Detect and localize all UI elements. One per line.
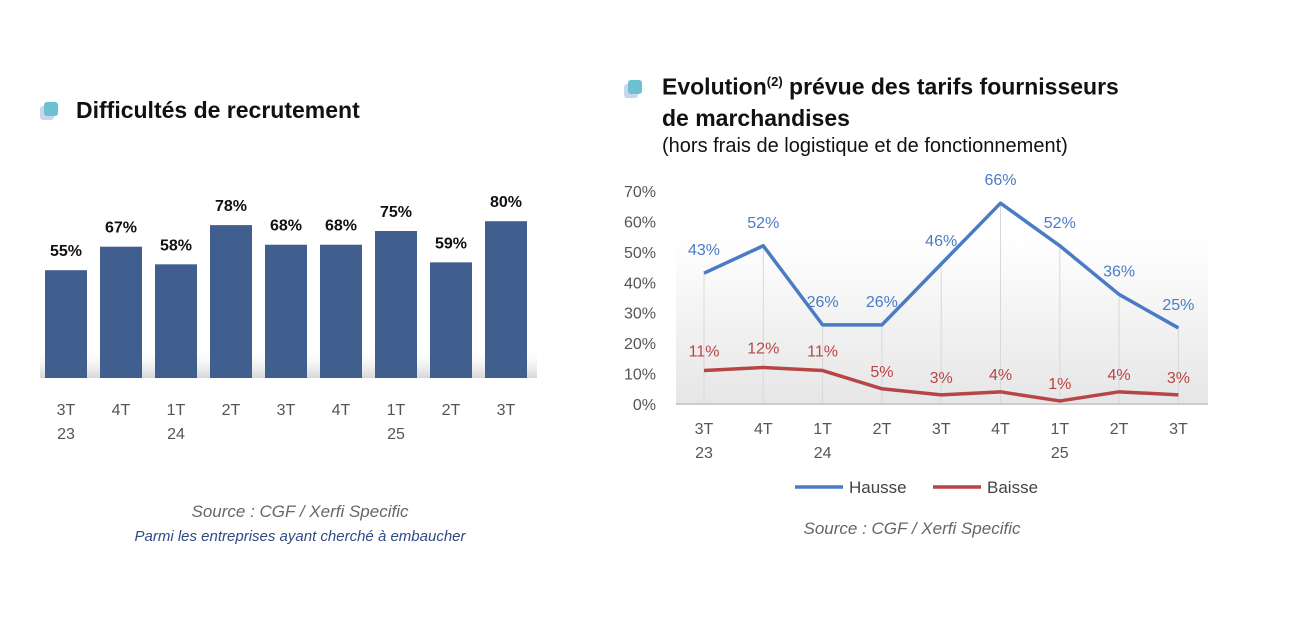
x-tick-label: 25 (387, 426, 405, 443)
legend-label: Baisse (987, 478, 1038, 497)
x-tick-label: 3T (57, 402, 76, 419)
data-label: 36% (1103, 263, 1135, 280)
data-label: 25% (1162, 297, 1194, 314)
bar (210, 225, 252, 378)
data-label: 68% (270, 218, 302, 235)
data-label: 3% (1167, 370, 1190, 387)
title-line2: de marchandises (662, 104, 850, 131)
x-tick-label: 3T (695, 421, 714, 438)
bar (265, 244, 307, 378)
data-label: 75% (380, 204, 412, 221)
data-label: 52% (747, 215, 779, 232)
data-label: 52% (1044, 215, 1076, 232)
data-label: 66% (984, 172, 1016, 189)
bar (320, 244, 362, 378)
title-footnote: (2) (766, 74, 783, 89)
data-label: 1% (1048, 376, 1071, 393)
y-tick-label: 10% (624, 367, 656, 384)
legend-label: Hausse (849, 478, 907, 497)
x-tick-label: 1T (167, 402, 186, 419)
data-label: 80% (490, 194, 522, 211)
data-label: 4% (989, 367, 1012, 384)
data-label: 4% (1108, 367, 1131, 384)
bar (155, 264, 197, 378)
bar (430, 262, 472, 378)
data-label: 55% (50, 243, 82, 260)
x-tick-label: 2T (442, 402, 461, 419)
y-tick-label: 30% (624, 306, 656, 323)
title-bullet-icon (44, 102, 58, 116)
bar-chart-source: Source : CGF / Xerfi Specific (191, 502, 409, 521)
line-chart-title: Evolution(2) prévue des tarifs fournisse… (662, 66, 1119, 134)
x-tick-label: 4T (332, 402, 351, 419)
x-tick-label: 3T (932, 421, 951, 438)
y-tick-label: 40% (624, 275, 656, 292)
data-label: 11% (689, 344, 720, 361)
line-chart-source: Source : CGF / Xerfi Specific (803, 519, 1021, 538)
x-tick-label: 23 (57, 426, 75, 443)
x-tick-label: 24 (167, 426, 185, 443)
title-bullet-icon (628, 80, 642, 94)
bar (375, 231, 417, 378)
series-line-hausse (703, 201, 1180, 330)
line-chart-subtitle: (hors frais de logistique et de fonction… (662, 135, 1068, 157)
data-label: 3% (930, 370, 953, 387)
bar-chart: 55% 3T 23 67% 4T 58% 1T 24 78% 2T 68% 3T 68% 4T 75% 1T 2… (40, 194, 537, 443)
series-line-baisse (703, 365, 1179, 403)
bar-chart-title: Difficultés de recrutement (76, 97, 360, 123)
title-rest: prévue des tarifs fournisseurs (782, 73, 1119, 100)
data-label: 59% (435, 235, 467, 252)
y-tick-label: 50% (624, 245, 656, 262)
x-tick-label: 4T (991, 421, 1010, 438)
data-label: 58% (160, 237, 192, 254)
data-label: 26% (866, 294, 898, 311)
bar-chart-note: Parmi les entreprises ayant cherché à em… (134, 528, 466, 545)
x-tick-label: 1T (813, 421, 832, 438)
x-tick-label: 4T (754, 421, 773, 438)
data-label: 5% (870, 364, 893, 381)
bar (485, 221, 527, 378)
data-label: 11% (807, 344, 838, 361)
x-tick-label: 2T (873, 421, 892, 438)
x-tick-label: 24 (814, 445, 832, 462)
line-chart: 0% 10% 20% 30% 40% 50% 60% 70% 3T 23 4T 1T 24 2T 3T 4T 1… (624, 172, 1208, 497)
x-tick-label: 25 (1051, 445, 1069, 462)
x-tick-label: 2T (1110, 421, 1129, 438)
x-tick-label: 3T (277, 402, 296, 419)
x-tick-label: 23 (695, 445, 713, 462)
x-tick-label: 1T (387, 402, 406, 419)
x-tick-label: 2T (222, 402, 241, 419)
bar (100, 246, 142, 378)
y-tick-label: 70% (624, 184, 656, 201)
data-label: 46% (925, 233, 957, 250)
y-tick-label: 20% (624, 336, 656, 353)
y-tick-label: 60% (624, 214, 656, 231)
x-tick-label: 3T (497, 402, 516, 419)
y-tick-label: 0% (633, 397, 656, 414)
title-main: Evolution (662, 73, 767, 100)
bar (45, 270, 87, 378)
data-label: 68% (325, 218, 357, 235)
data-label: 67% (105, 220, 137, 237)
data-label: 26% (807, 294, 839, 311)
data-label: 78% (215, 198, 247, 215)
x-tick-label: 1T (1050, 421, 1069, 438)
x-tick-label: 3T (1169, 421, 1188, 438)
data-label: 43% (688, 242, 720, 259)
x-tick-label: 4T (112, 402, 131, 419)
data-label: 12% (747, 340, 779, 357)
